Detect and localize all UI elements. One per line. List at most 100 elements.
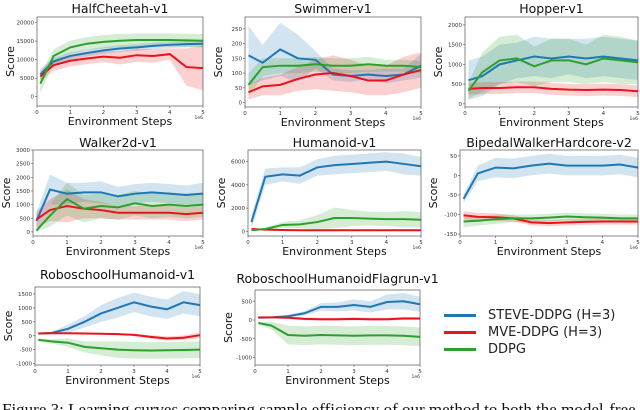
series-band: [251, 152, 421, 230]
series-line: [35, 204, 204, 221]
y-axis-label: Score: [212, 46, 225, 77]
series-line: [248, 48, 422, 78]
x-axis-label: Environment Steps: [66, 245, 171, 258]
series-line: [38, 338, 201, 352]
x-tick-label: 5: [198, 369, 202, 375]
x-tick-label: 3: [133, 240, 137, 246]
x-offset-label: 1e6: [195, 115, 204, 121]
chart-title: BipedalWalkerHardcore-v2: [466, 135, 632, 150]
y-tick-label: -500: [20, 348, 33, 354]
x-tick-label: 1: [281, 240, 285, 246]
x-tick-label: 5: [636, 240, 640, 246]
x-axis-label: Environment Steps: [285, 374, 390, 387]
series-line: [248, 69, 422, 94]
x-tick-label: 3: [352, 369, 356, 375]
x-tick-label: 0: [458, 240, 462, 246]
legend-label: MVE-DDPG (H=3): [488, 325, 603, 340]
series-band: [38, 338, 200, 359]
x-axis-label: Environment Steps: [497, 245, 602, 258]
x-tick-label: 0: [31, 240, 35, 246]
legend: STEVE-DDPG (H=3) MVE-DDPG (H=3) DDPG: [444, 307, 615, 358]
legend-label: DDPG: [488, 342, 526, 357]
plot-frame: [244, 16, 422, 108]
y-tick-label: -100: [445, 213, 458, 219]
series-line: [258, 322, 421, 338]
chart-panel: BipedalWalkerHardcore-v2 0 1 2 3 4 5 -150 -100 -5…: [427, 135, 640, 258]
x-tick-label: 1: [66, 369, 70, 375]
x-tick-label: 0: [33, 369, 37, 375]
x-tick-label: 2: [319, 369, 323, 375]
series-line: [38, 301, 201, 335]
series-line: [35, 188, 204, 222]
y-tick-label: 2000: [448, 23, 462, 29]
y-tick-label: 0: [31, 95, 35, 101]
series-line: [250, 160, 422, 223]
y-tick-label: 200: [232, 42, 243, 48]
series-band: [40, 45, 203, 91]
chart-panel: RoboschoolHumanoid-v1 0 1 2 3 4 5 -1000 -500 0 500…: [2, 267, 202, 387]
series-band: [463, 212, 638, 228]
x-tick-label: 3: [350, 240, 354, 246]
chart-title: Hopper-v1: [519, 1, 583, 16]
y-axis-label: Score: [427, 177, 440, 208]
series-band: [36, 174, 204, 230]
y-axis-label: Score: [215, 177, 228, 208]
chart-panel: Hopper-v1 0 1 2 3 4 5 0 500 1000 1500 2000 Environme…: [432, 1, 640, 129]
y-tick-label: 500: [22, 320, 33, 326]
plot-frame: [254, 289, 421, 366]
y-tick-label: 0: [29, 334, 33, 340]
y-tick-label: 1000: [16, 203, 30, 209]
x-tick-label: 3: [132, 369, 136, 375]
series-band: [36, 189, 204, 228]
y-tick-label: 2000: [16, 175, 30, 181]
x-axis-label: Environment Steps: [282, 245, 387, 258]
y-axis-label: Score: [4, 46, 17, 77]
x-tick-label: 4: [601, 240, 605, 246]
y-axis-label: Score: [2, 310, 15, 341]
x-tick-label: 1: [286, 369, 290, 375]
y-tick-label: 4000: [231, 183, 245, 189]
x-tick-label: 3: [135, 110, 139, 116]
x-tick-label: 4: [385, 369, 389, 375]
x-tick-label: 4: [602, 111, 606, 117]
x-tick-label: 5: [636, 111, 640, 117]
series-band: [248, 52, 421, 100]
y-tick-label: 0: [249, 318, 253, 324]
plot-frame: [247, 149, 422, 237]
chart-title: Humanoid-v1: [293, 135, 377, 150]
x-tick-label: 2: [314, 111, 318, 117]
y-tick-label: 1000: [448, 62, 462, 68]
x-tick-label: 5: [201, 110, 205, 116]
x-tick-label: 5: [418, 369, 422, 375]
series-line: [251, 228, 421, 232]
y-tick-label: 150: [232, 56, 243, 62]
y-tick-label: 1000: [18, 306, 32, 312]
plot-frame: [459, 149, 639, 237]
series-band: [40, 33, 203, 94]
chart-panel: Walker2d-v1 0 1 2 3 4 5 0 500 1000 1500 2000 2500 300…: [0, 135, 205, 258]
x-tick-label: 2: [532, 111, 536, 117]
chart-title: Walker2d-v1: [79, 135, 157, 150]
x-tick-label: 0: [253, 369, 257, 375]
x-tick-label: 4: [384, 111, 388, 117]
legend-item-steve: STEVE-DDPG (H=3): [444, 307, 615, 324]
y-tick-label: 3000: [16, 148, 30, 154]
series-line: [39, 42, 204, 76]
x-tick-label: 5: [201, 240, 205, 246]
series-line: [258, 316, 420, 321]
x-tick-label: 2: [529, 240, 533, 246]
y-tick-label: 100: [232, 71, 243, 77]
y-tick-label: 5000: [20, 76, 34, 82]
x-offset-label: 1e6: [630, 116, 639, 122]
y-axis-label: Score: [432, 46, 445, 77]
legend-swatch: [444, 314, 476, 317]
series-band: [38, 291, 200, 335]
y-tick-label: 15000: [17, 39, 35, 45]
x-offset-label: 1e6: [413, 245, 422, 251]
y-tick-label: 1500: [18, 292, 32, 298]
x-tick-label: 4: [167, 240, 171, 246]
y-tick-label: 20000: [17, 21, 35, 27]
y-tick-label: 10000: [17, 58, 35, 64]
y-tick-label: 6000: [231, 160, 245, 166]
plot-frame: [36, 16, 204, 107]
